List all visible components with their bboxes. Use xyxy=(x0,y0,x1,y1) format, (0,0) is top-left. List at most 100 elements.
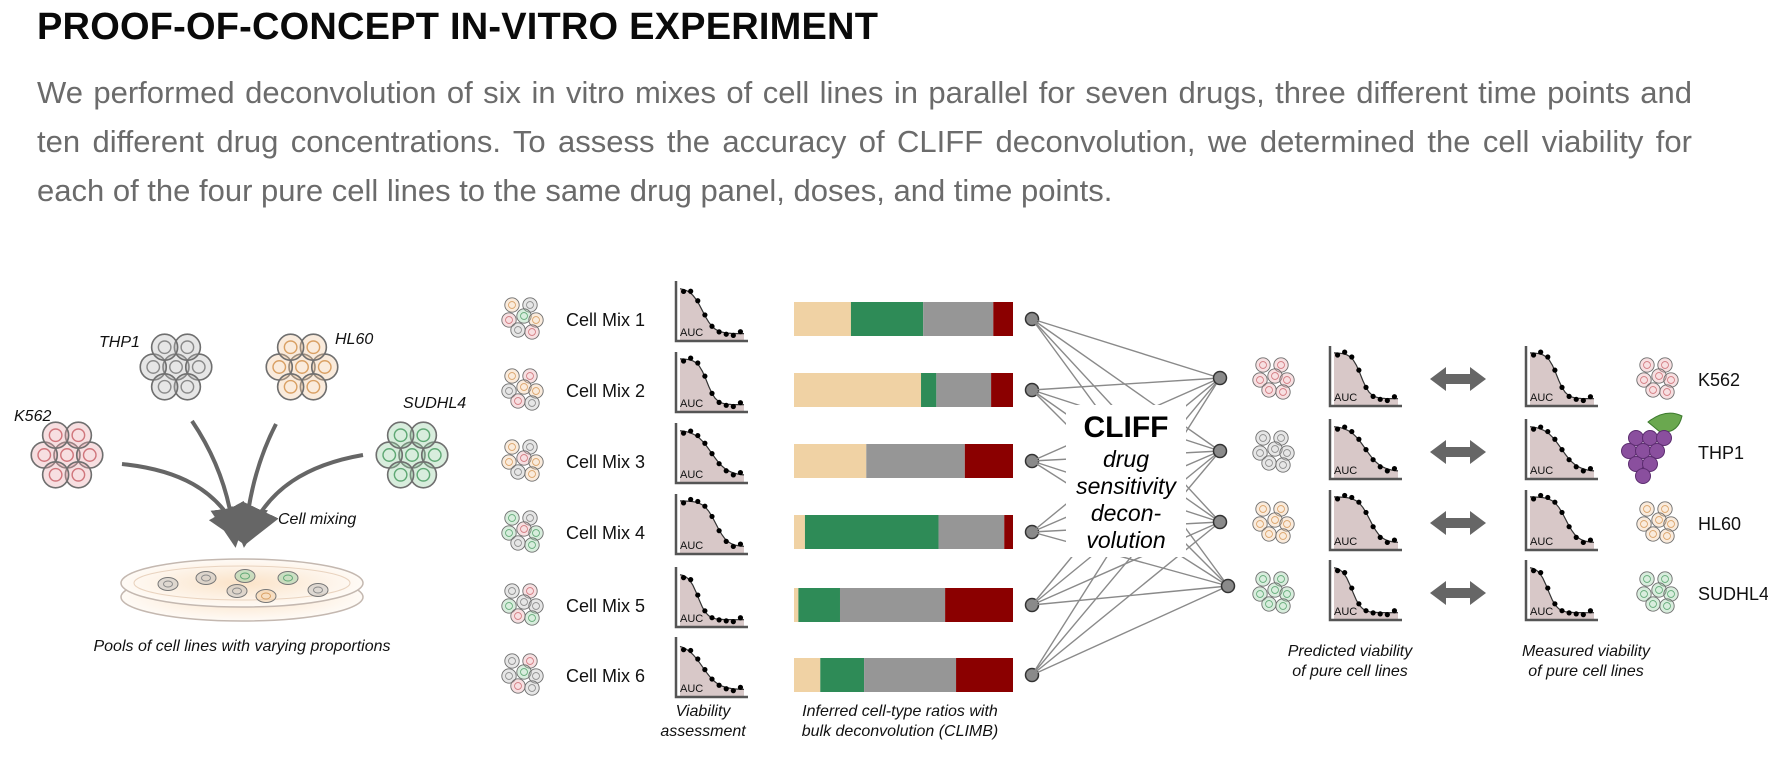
viability-curve: AUC xyxy=(674,281,748,343)
data-point xyxy=(1391,394,1398,400)
data-point xyxy=(1384,468,1390,474)
cell-icon xyxy=(1657,501,1673,517)
ratio-segment-hl60 xyxy=(794,658,821,692)
cell-icon xyxy=(524,680,540,696)
data-point xyxy=(688,647,694,654)
cell-icon xyxy=(524,537,540,553)
data-point xyxy=(709,451,715,457)
data-point xyxy=(1349,494,1355,501)
data-point xyxy=(716,329,722,335)
cell-icon xyxy=(1261,382,1277,398)
data-point xyxy=(695,298,701,304)
ratio-segment-hl60 xyxy=(794,444,867,478)
pure-cell-line-row: AUC AUC THP1 xyxy=(1252,412,1744,484)
cell-icon xyxy=(516,379,532,395)
cell-icon xyxy=(524,610,540,626)
data-point xyxy=(688,577,694,583)
cell-icon xyxy=(1651,582,1667,598)
cell-icon xyxy=(41,460,70,489)
data-point xyxy=(1391,608,1398,614)
data-point xyxy=(1580,612,1586,618)
data-point xyxy=(1363,384,1369,390)
cell-icon xyxy=(1651,512,1667,528)
data-point xyxy=(716,617,722,623)
data-point xyxy=(680,500,687,506)
auc-label: AUC xyxy=(680,398,703,410)
cell-icon xyxy=(1261,596,1277,612)
hl60-cell-cluster xyxy=(265,333,339,401)
cliff-line: sensitivity xyxy=(1076,473,1177,499)
data-point xyxy=(709,390,715,396)
data-point xyxy=(1580,468,1586,474)
viability-curve: AUC xyxy=(1328,560,1402,622)
cell-icon xyxy=(64,421,93,450)
data-point xyxy=(1530,426,1537,432)
cell-icon xyxy=(1645,526,1661,542)
cliff-block: CLIFF drug sensitivity decon- volution xyxy=(1076,411,1177,553)
pure-cell-line-label: THP1 xyxy=(1698,443,1744,463)
data-point xyxy=(709,323,715,329)
cell-icon xyxy=(510,678,526,694)
auc-label: AUC xyxy=(680,327,703,339)
data-point xyxy=(723,468,729,474)
cell-icon xyxy=(276,372,305,401)
cell-icon xyxy=(150,333,179,362)
data-point xyxy=(1580,397,1586,404)
ratio-segment-sudhl4 xyxy=(850,302,924,336)
ratio-segment-k562 xyxy=(993,302,1013,336)
ratio-bar xyxy=(794,658,1013,692)
auc-label: AUC xyxy=(680,469,703,481)
page-title: PROOF-OF-CONCEPT IN-VITRO EXPERIMENT xyxy=(37,6,879,48)
data-point xyxy=(1356,499,1362,505)
ratio-segment-sudhl4 xyxy=(798,588,840,622)
data-point xyxy=(1559,384,1565,390)
data-point xyxy=(1363,509,1369,516)
data-point xyxy=(702,608,708,614)
data-point xyxy=(709,513,715,520)
cell-icon xyxy=(64,460,93,489)
left-panel: K562 THP1 HL60 SUDHL4 Cell mixing Pools … xyxy=(14,331,466,655)
cell-icon xyxy=(1636,516,1652,532)
auc-label: AUC xyxy=(1530,392,1553,404)
ratio-segment-k562 xyxy=(945,588,1013,622)
data-point xyxy=(1587,537,1594,543)
ratio-segment-thp1 xyxy=(839,588,946,622)
cell-icon xyxy=(276,333,305,362)
viability-curve: AUC xyxy=(1524,560,1598,622)
ratio-bar xyxy=(794,444,1013,478)
cell-icon xyxy=(510,535,526,551)
cliff-title: CLIFF xyxy=(1084,411,1169,444)
cell-mix-label: Cell Mix 3 xyxy=(566,452,645,472)
bars-caption: Inferred cell-type ratios with xyxy=(802,703,998,720)
viability-curve: AUC xyxy=(1524,490,1598,552)
cell-icon xyxy=(524,324,540,340)
data-point xyxy=(702,503,708,509)
data-point xyxy=(716,461,722,467)
data-point xyxy=(1384,612,1390,618)
data-point xyxy=(1573,464,1579,470)
data-point xyxy=(730,543,736,550)
data-point xyxy=(695,360,701,366)
data-point xyxy=(730,472,736,478)
cell-mix-row: Cell Mix 1 AUC xyxy=(501,281,1040,343)
data-point xyxy=(688,355,694,361)
pure-cell-line-row: AUC AUC HL60 xyxy=(1252,490,1741,552)
data-point xyxy=(1566,610,1572,616)
data-point xyxy=(730,332,736,338)
ratio-bar xyxy=(794,302,1013,336)
cell-label-k562: K562 xyxy=(14,408,51,425)
ratio-segment-hl60 xyxy=(794,373,922,407)
data-point xyxy=(688,428,694,434)
cell-icon xyxy=(504,439,520,455)
data-point xyxy=(1377,611,1383,617)
viability-curve: AUC xyxy=(674,494,748,556)
cell-icon xyxy=(510,464,526,480)
data-point xyxy=(1559,509,1565,516)
cell-icon xyxy=(1255,430,1271,446)
cell-icon xyxy=(1252,516,1268,532)
cell-icon xyxy=(501,454,517,470)
thp1-cell-cluster xyxy=(139,333,213,401)
predicted-caption: Predicted viability xyxy=(1288,643,1414,660)
cell-icon xyxy=(386,421,415,450)
